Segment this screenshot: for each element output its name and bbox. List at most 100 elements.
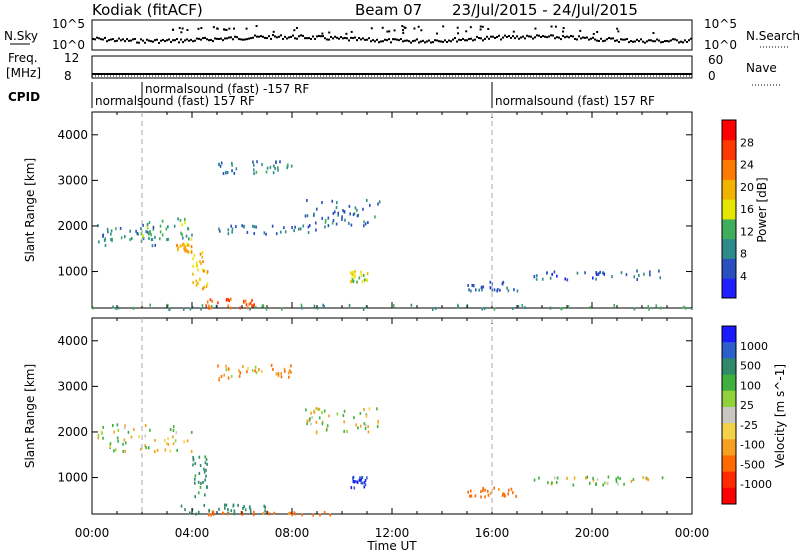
data-cell [293, 229, 295, 233]
colorbar-swatch [722, 159, 736, 180]
sky-point [508, 35, 510, 38]
data-cell [586, 475, 589, 479]
data-cell [231, 227, 234, 231]
data-cell [359, 478, 361, 482]
sky-point [316, 35, 318, 38]
search-point [272, 30, 275, 33]
search-point [562, 30, 565, 33]
data-cell [691, 306, 693, 310]
sky-point [274, 35, 276, 38]
data-cell [253, 303, 256, 307]
colorbar-tick-label: -100 [740, 439, 765, 452]
data-cell [317, 407, 319, 411]
data-cell [117, 428, 120, 432]
colorbar-swatch [722, 374, 736, 392]
data-cell [354, 269, 356, 273]
data-cell [230, 161, 233, 165]
data-cell [190, 449, 193, 453]
data-cell [283, 226, 285, 230]
data-cell [364, 423, 367, 427]
sky-point [138, 41, 140, 44]
search-point [554, 25, 557, 28]
data-cell [173, 224, 176, 228]
data-cell [361, 481, 364, 485]
sky-point [490, 35, 492, 38]
data-cell [233, 171, 236, 175]
data-cell [239, 371, 242, 375]
data-cell [615, 477, 618, 481]
sky-point [132, 38, 134, 41]
data-cell [171, 435, 174, 439]
data-cell [589, 306, 592, 310]
search-point [465, 30, 468, 33]
data-cell [227, 508, 229, 512]
data-cell [142, 234, 144, 238]
data-cell [501, 282, 504, 286]
sky-point [186, 38, 188, 41]
sky-point [320, 35, 322, 38]
sky-point [422, 39, 424, 42]
data-cell [501, 493, 504, 497]
data-cell [358, 276, 361, 280]
data-cell [272, 367, 274, 371]
sky-point [510, 36, 512, 39]
data-cell [302, 224, 305, 228]
data-cell [123, 235, 126, 239]
sky-point [362, 37, 364, 40]
nave-tick-top: 60 [708, 53, 723, 67]
data-cell [630, 479, 633, 483]
data-cell [491, 288, 494, 292]
data-cell [190, 250, 193, 254]
data-cell [102, 436, 104, 440]
sky-point [230, 36, 232, 39]
sky-point [106, 40, 108, 43]
sky-point [526, 34, 528, 37]
data-cell [269, 165, 272, 169]
data-cell [163, 438, 166, 442]
data-cell [222, 511, 224, 515]
sky-point [364, 38, 366, 41]
colorbar-swatch [722, 358, 736, 376]
data-cell [283, 367, 286, 371]
cpid-label: CPID [8, 90, 40, 104]
data-cell [306, 199, 308, 203]
sky-point [456, 40, 458, 43]
sky-point [452, 38, 454, 41]
sky-point [370, 40, 372, 43]
colorbar-swatch [722, 326, 736, 343]
data-cell [140, 232, 143, 236]
data-cell [252, 168, 255, 172]
data-cell [227, 304, 230, 308]
data-cell [352, 479, 355, 483]
data-cell [258, 368, 260, 372]
data-cell [364, 478, 367, 482]
data-cell [275, 160, 277, 164]
data-cell [286, 166, 289, 170]
data-cell [188, 511, 191, 515]
sky-point [648, 39, 650, 42]
data-cell [230, 374, 233, 378]
data-cell [149, 428, 151, 432]
data-cell [294, 512, 296, 516]
data-cell [307, 230, 310, 234]
data-cell [212, 512, 215, 516]
sky-point [590, 37, 592, 40]
colorbar-tick-label: 12 [740, 225, 754, 238]
sky-point [500, 38, 502, 41]
sky-point [602, 40, 604, 43]
data-cell [273, 164, 275, 168]
data-cell [107, 230, 109, 234]
data-cell [310, 422, 312, 426]
data-cell [177, 217, 179, 221]
sky-point [302, 34, 304, 37]
colorbar-swatch [722, 218, 736, 240]
data-cell [636, 269, 638, 273]
data-cell [206, 282, 209, 286]
data-cell [377, 419, 380, 423]
data-cell [222, 172, 225, 176]
sky-point [144, 41, 146, 44]
data-cell [483, 306, 486, 310]
data-cell [129, 238, 131, 242]
data-cell [279, 230, 282, 234]
cpid-segment-label: normalsound (fast) 157 RF [95, 94, 255, 108]
